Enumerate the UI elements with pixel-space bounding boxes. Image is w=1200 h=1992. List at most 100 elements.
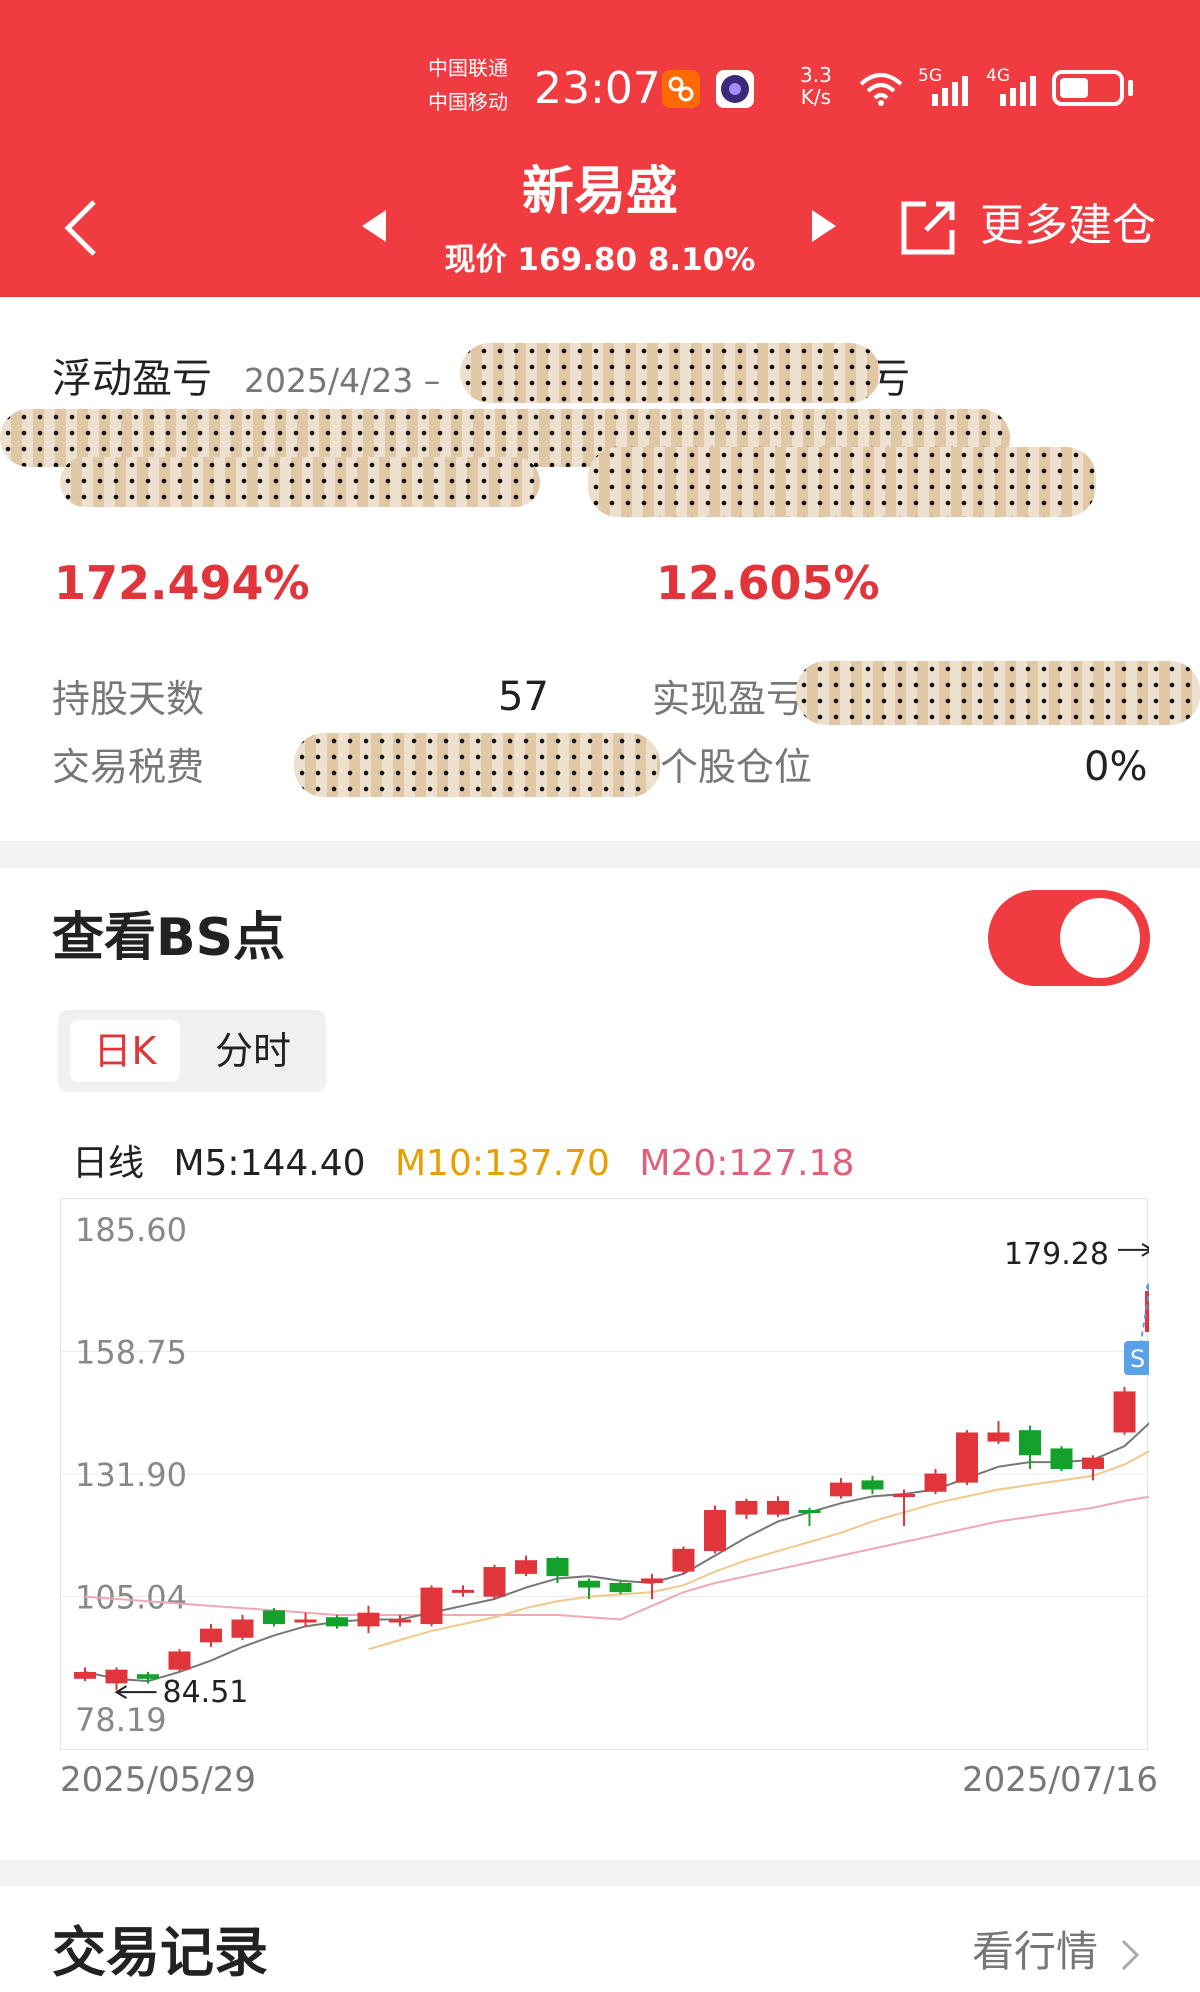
header-bar: 中国联通 中国移动 23:07 3.3 K/s 5G 4G 新易盛 现价 169… (0, 0, 1200, 297)
candle-body (609, 1583, 632, 1593)
candle-body (1050, 1448, 1073, 1469)
low-price-label: 84.51 (163, 1675, 249, 1710)
hold-days-label: 持股天数 (52, 677, 205, 721)
candle-body (956, 1432, 978, 1483)
candle-body (924, 1473, 947, 1492)
carrier-1: 中国联通 (428, 56, 508, 80)
candle-body (735, 1500, 758, 1515)
y-tick-label: 158.75 (75, 1333, 187, 1371)
network-speed: 3.3 K/s (800, 64, 832, 108)
tab-daily-k[interactable]: 日K (70, 1020, 180, 1082)
x-start-date: 2025/05/29 (60, 1760, 256, 1800)
fee-label: 交易税费 (52, 745, 205, 789)
hold-days-value: 57 (498, 674, 549, 720)
battery-icon (1052, 70, 1124, 106)
moving-average-legend: 日线 M5:144.40 M10:137.70 M20:127.18 (72, 1140, 872, 1188)
sell-marker-connector (1139, 1286, 1149, 1348)
y-tick-label: 78.19 (75, 1701, 167, 1739)
next-stock-icon[interactable] (810, 206, 840, 246)
high-price-label: 179.28 (1004, 1237, 1109, 1272)
redaction-mark (60, 457, 540, 507)
kline-chart-svg: 185.60158.75131.90105.0478.19179.2884.51… (61, 1211, 1149, 1739)
stock-name: 新易盛 (521, 162, 678, 222)
signal-5g-icon (932, 76, 968, 106)
candle-body (830, 1482, 852, 1497)
candle-body (452, 1589, 474, 1593)
app-notification-icon (662, 70, 700, 108)
status-time: 23:07 (534, 63, 661, 114)
candle-body (483, 1567, 506, 1597)
candle-body (1019, 1430, 1041, 1456)
bs-points-toggle[interactable] (988, 890, 1150, 986)
candle-body (294, 1619, 317, 1623)
redaction-mark (796, 661, 1200, 725)
position-value: 0% (1084, 744, 1148, 790)
signal-4g-icon (1000, 76, 1036, 106)
redaction-mark (588, 447, 1096, 517)
y-tick-label: 185.60 (75, 1211, 187, 1249)
candle-body (641, 1578, 663, 1584)
realized-pl-label: 实现盈亏 (652, 677, 805, 721)
floating-pl-title: 浮动盈亏 (52, 356, 212, 402)
redaction-mark (294, 733, 660, 797)
ma5-line (84, 1422, 1149, 1683)
candle-body (357, 1612, 380, 1627)
redaction-mark (460, 343, 880, 403)
carrier-2: 中国移动 (428, 90, 508, 114)
candle-body (546, 1557, 569, 1577)
candle-body (326, 1617, 348, 1627)
speed-value: 3.3 (800, 63, 832, 87)
current-price: 现价 169.80 8.10% (444, 242, 756, 278)
sell-point-dot (1146, 1283, 1149, 1291)
net-5g-label: 5G (918, 66, 942, 86)
chevron-right-icon (1122, 1939, 1140, 1970)
sell-marker-badge (1124, 1341, 1149, 1376)
high-arrow-icon (1118, 1242, 1149, 1257)
more-positions-button[interactable]: 更多建仓 (980, 200, 1156, 251)
speed-unit: K/s (800, 85, 832, 109)
ma5-value: M5:144.40 (173, 1143, 366, 1184)
chart-period-tabs: 日K 分时 (58, 1010, 326, 1092)
candle-body (1145, 1291, 1149, 1333)
back-arrow-icon[interactable] (60, 196, 104, 260)
view-market-link[interactable]: 看行情 (972, 1922, 1141, 1982)
view-market-label: 看行情 (972, 1927, 1099, 1976)
position-label: 个股仓位 (660, 745, 813, 789)
candle-body (74, 1671, 96, 1679)
wifi-icon (859, 73, 903, 106)
bs-points-title: 查看BS点 (52, 908, 286, 968)
candle-body (893, 1494, 915, 1498)
sell-marker-label: S (1130, 1345, 1145, 1373)
ma20-value: M20:127.18 (639, 1143, 855, 1184)
date-range: 2025/4/23 – (244, 361, 441, 400)
candle-body (578, 1580, 600, 1588)
toggle-knob (1060, 898, 1140, 978)
candle-body (861, 1480, 884, 1490)
candle-body (200, 1628, 222, 1643)
candle-body (798, 1510, 821, 1514)
app-badge-icon (716, 70, 754, 108)
candle-body (105, 1669, 128, 1684)
profit-loss-card: 浮动盈亏 2025/4/23 – 盈亏 172.494% 12.605% 持股天… (0, 297, 1200, 841)
candle-body (515, 1560, 537, 1574)
floating-pl-pct: 172.494% (54, 556, 310, 610)
battery-tip (1128, 80, 1133, 96)
total-pl-pct: 12.605% (656, 556, 880, 610)
candle-body (420, 1587, 443, 1625)
kline-chart[interactable]: 185.60 158.75 131.90 105.04 78.19 179.28 84.51… (60, 1198, 1149, 1750)
ma20-line (84, 1495, 1149, 1621)
net-4g-label: 4G (986, 66, 1010, 86)
candle-body (1113, 1391, 1136, 1433)
trade-records-card: 交易记录 看行情 (0, 1886, 1200, 1992)
candle-body (1082, 1457, 1104, 1469)
ma-label: 日线 (72, 1143, 145, 1184)
low-arrow-icon (114, 1685, 157, 1700)
bs-points-card: 查看BS点 日K 分时 日线 M5:144.40 M10:137.70 M20:… (0, 868, 1200, 1860)
trade-records-title: 交易记录 (52, 1921, 268, 1984)
prev-stock-icon[interactable] (358, 206, 388, 246)
tab-intraday[interactable]: 分时 (214, 1029, 291, 1073)
candle-body (168, 1651, 191, 1670)
candle-body (389, 1619, 411, 1623)
share-external-icon[interactable] (898, 198, 958, 258)
candle-body (231, 1619, 254, 1638)
